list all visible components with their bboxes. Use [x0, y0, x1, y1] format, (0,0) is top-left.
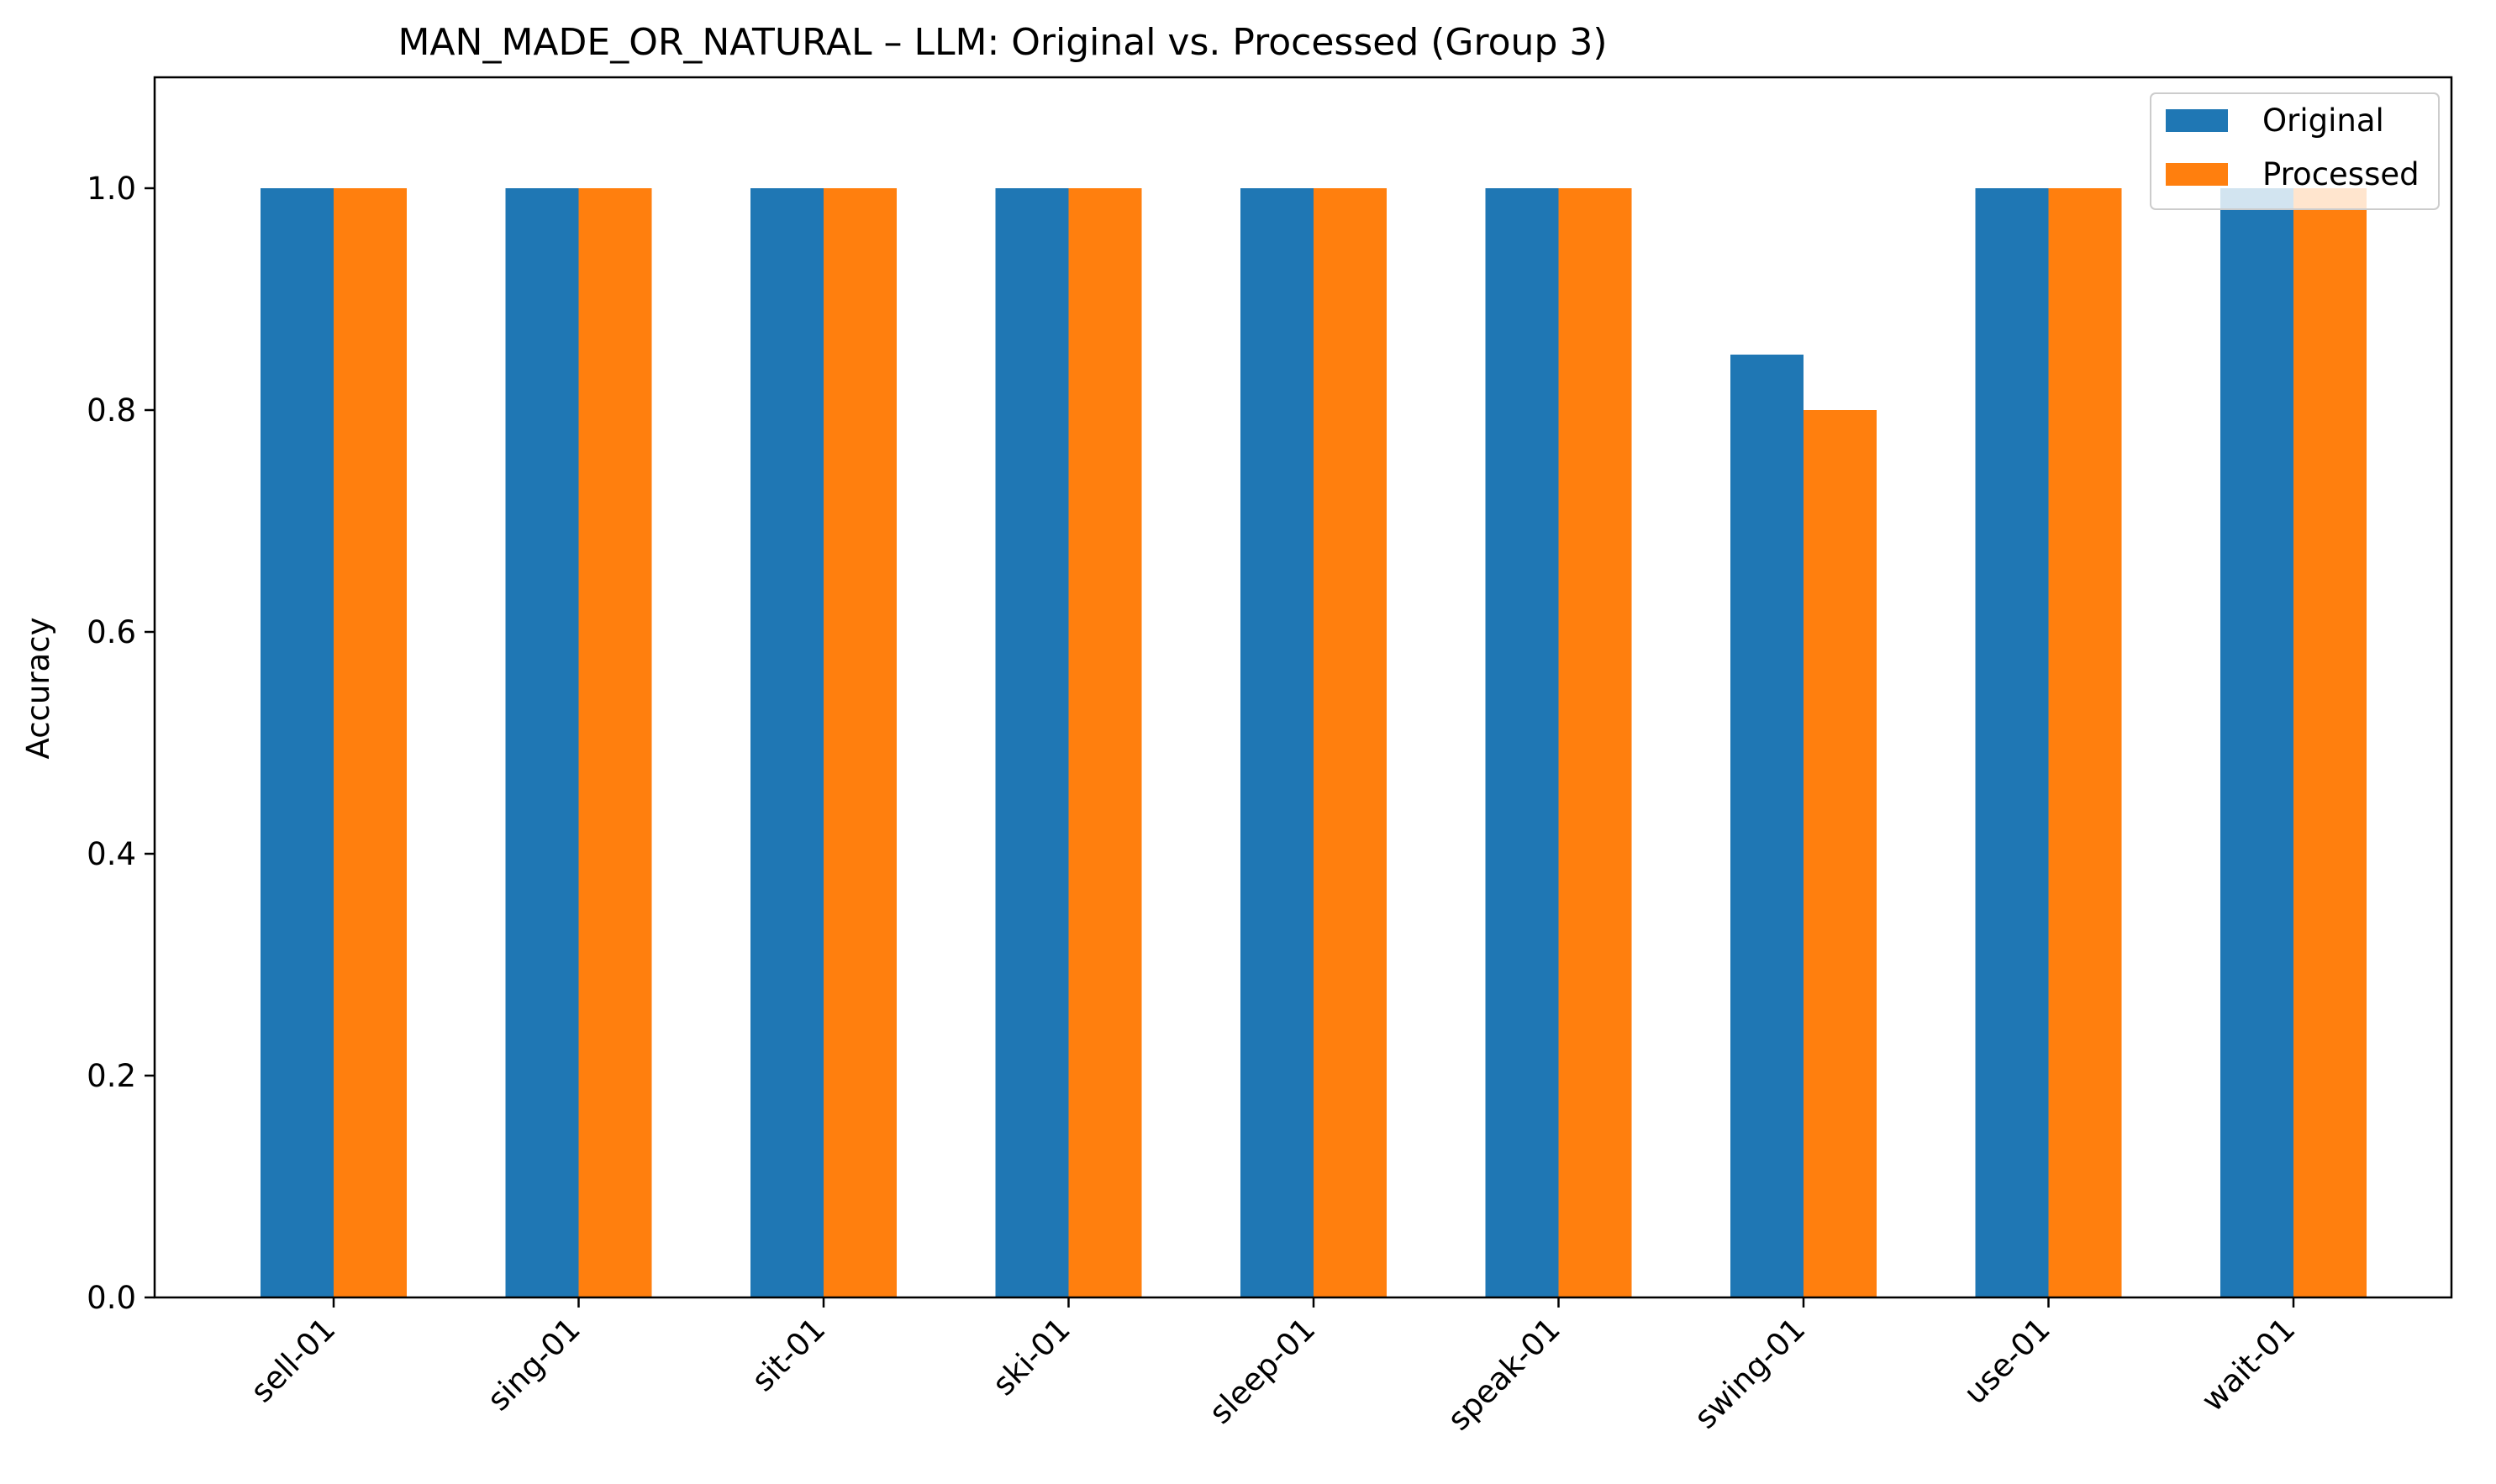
bar-processed-sing-01 — [578, 188, 652, 1297]
x-tick-label: swing-01 — [1688, 1311, 1813, 1436]
x-tick-label: ski-01 — [986, 1311, 1077, 1402]
bar-original-sleep-01 — [1240, 188, 1314, 1297]
bar-original-wait-01 — [2220, 188, 2293, 1297]
bar-original-speak-01 — [1485, 188, 1559, 1297]
x-tick-label: sit-01 — [745, 1311, 832, 1398]
x-axis-ticks: sell-01 sing-01 sit-01 ski-01 sleep-01 speak-… — [244, 1297, 2302, 1438]
y-axis-ticks: 0.0 0.2 0.4 0.6 0.8 1.0 — [87, 171, 155, 1316]
x-tick-label: speak-01 — [1440, 1311, 1567, 1438]
bar-original-sit-01 — [750, 188, 824, 1297]
legend-swatch-processed — [2166, 163, 2228, 186]
bar-processed-ski-01 — [1068, 188, 1142, 1297]
bar-processed-sit-01 — [824, 188, 897, 1297]
y-tick-label: 1.0 — [87, 171, 136, 207]
y-tick-label: 0.4 — [87, 836, 136, 872]
bar-processed-speak-01 — [1558, 188, 1632, 1297]
chart-title: MAN_MADE_OR_NATURAL – LLM: Original vs. … — [398, 21, 1607, 64]
bar-original-sell-01 — [261, 188, 334, 1297]
bars-group — [261, 188, 2367, 1297]
bar-original-ski-01 — [995, 188, 1069, 1297]
y-tick-label: 0.6 — [87, 614, 136, 650]
legend-label-original: Original — [2262, 103, 2384, 139]
bar-processed-swing-01 — [1804, 410, 1877, 1297]
legend-swatch-original — [2166, 109, 2228, 132]
bar-processed-sleep-01 — [1314, 188, 1387, 1297]
y-tick-label: 0.8 — [87, 392, 136, 429]
bar-processed-wait-01 — [2293, 188, 2367, 1297]
x-tick-label: wait-01 — [2194, 1311, 2302, 1418]
bar-processed-use-01 — [2048, 188, 2122, 1297]
x-tick-label: sleep-01 — [1203, 1311, 1323, 1431]
bar-original-swing-01 — [1730, 355, 1804, 1297]
x-tick-label: sell-01 — [244, 1311, 342, 1409]
bar-original-sing-01 — [505, 188, 579, 1297]
y-tick-label: 0.0 — [87, 1280, 136, 1316]
y-tick-label: 0.2 — [87, 1058, 136, 1094]
y-axis-label: Accuracy — [20, 618, 56, 760]
x-tick-label: use-01 — [1956, 1311, 2056, 1411]
plot-area-frame — [153, 76, 2453, 1299]
bar-processed-sell-01 — [334, 188, 407, 1297]
legend: Original Processed — [2150, 92, 2440, 210]
legend-label-processed: Processed — [2262, 156, 2420, 192]
bar-original-use-01 — [1975, 188, 2049, 1297]
x-tick-label: sing-01 — [481, 1311, 587, 1418]
